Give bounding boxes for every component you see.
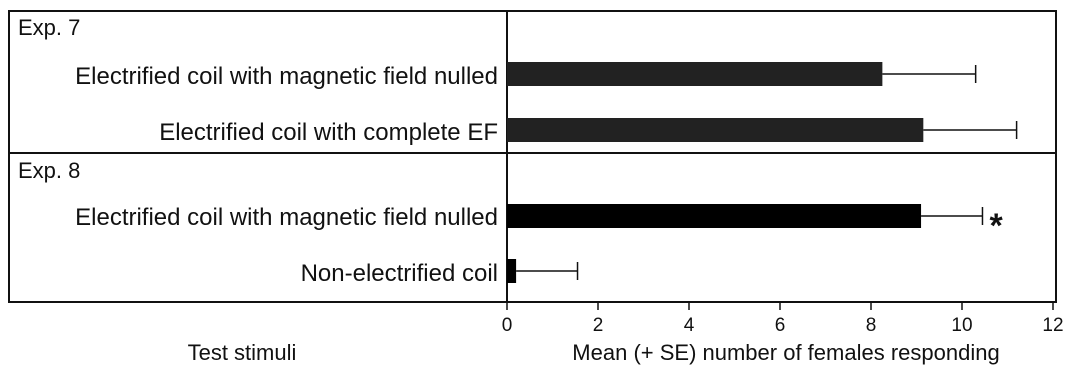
bar (507, 259, 517, 283)
category-label: Electrified coil with magnetic field nul… (75, 63, 498, 90)
x-tick-label: 4 (684, 315, 695, 336)
bar (507, 62, 883, 86)
bars-layer: * (507, 62, 1018, 283)
significance-marker: * (989, 207, 1003, 245)
bar (507, 204, 922, 228)
group-label-exp-7: Exp. 7 (18, 15, 80, 40)
group-label-exp-8: Exp. 8 (18, 158, 80, 183)
category-label: Electrified coil with complete EF (159, 119, 498, 146)
panel-frames (8, 10, 1057, 303)
y-axis-title: Test stimuli (188, 340, 297, 365)
x-tick-label: 12 (1042, 315, 1063, 336)
x-tick-label: 6 (775, 315, 786, 336)
x-axis: 0 2 4 6 8 10 12 (502, 301, 1064, 336)
category-label: Electrified coil with magnetic field nul… (75, 204, 498, 231)
x-tick-label: 8 (866, 315, 877, 336)
x-axis-title: Mean (+ SE) number of females responding (572, 340, 999, 365)
bar (507, 118, 924, 142)
category-label: Non-electrified coil (301, 260, 498, 287)
x-tick-label: 10 (951, 315, 972, 336)
x-tick-label: 0 (502, 315, 513, 336)
x-tick-label: 2 (593, 315, 604, 336)
